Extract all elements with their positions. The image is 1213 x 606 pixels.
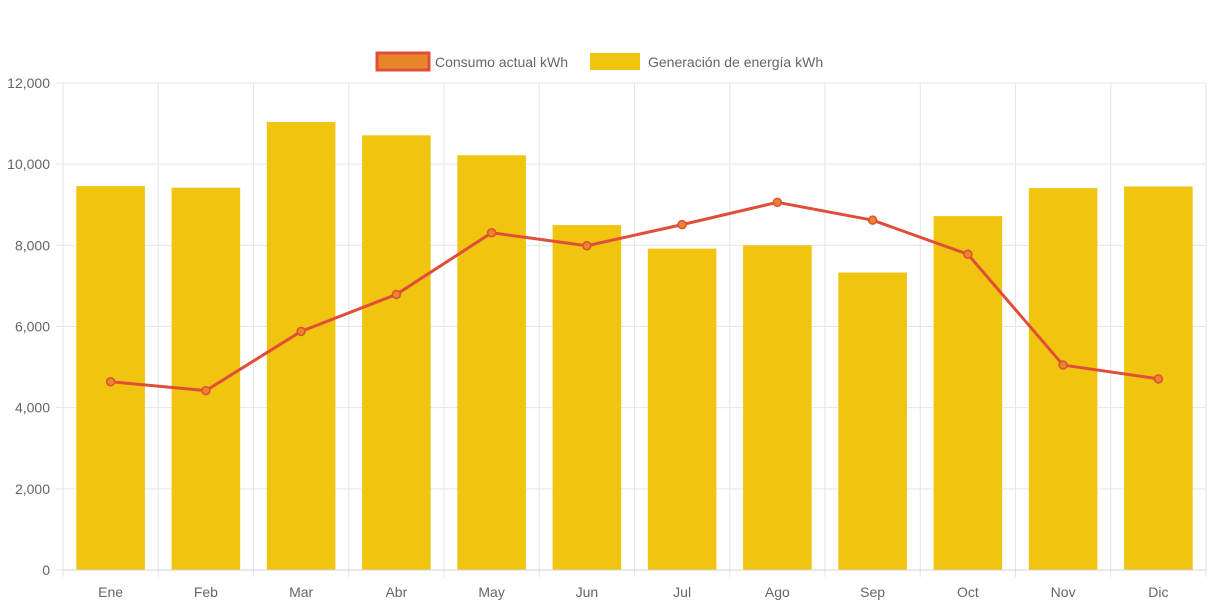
bar-generacion[interactable] bbox=[362, 135, 431, 571]
point-consumo[interactable] bbox=[867, 215, 878, 225]
point-consumo[interactable] bbox=[105, 376, 116, 387]
x-tick-label: Abr bbox=[385, 584, 407, 600]
point-consumo[interactable] bbox=[486, 228, 497, 238]
legend-label-generacion: Generación de energía kWh bbox=[648, 54, 823, 70]
bar-generacion[interactable] bbox=[457, 155, 526, 570]
bar-generacion[interactable] bbox=[647, 248, 717, 570]
point-consumo[interactable] bbox=[1058, 360, 1068, 370]
x-tick-label: Jun bbox=[576, 584, 599, 600]
bar-series bbox=[76, 121, 1193, 571]
legend-item-generacion[interactable]: Generación de energía kWh bbox=[590, 53, 823, 70]
y-tick-label: 2,000 bbox=[15, 481, 50, 497]
line-series bbox=[105, 197, 1164, 396]
x-tick-label: Nov bbox=[1051, 584, 1076, 600]
y-tick-label: 0 bbox=[42, 562, 50, 578]
x-tick-label: Dic bbox=[1148, 584, 1168, 600]
point-consumo[interactable] bbox=[677, 219, 687, 230]
x-tick-label: Ago bbox=[765, 584, 790, 600]
bar-generacion[interactable] bbox=[933, 216, 1003, 570]
point-consumo[interactable] bbox=[391, 289, 402, 300]
bar-generacion[interactable] bbox=[743, 245, 812, 571]
y-tick-label: 6,000 bbox=[15, 319, 50, 335]
x-tick-label: Sep bbox=[860, 584, 885, 600]
axes: 0 2,000 4,000 6,000 8,000 10,000 12,000 Ene Feb M… bbox=[7, 75, 1206, 600]
x-tick-label: Mar bbox=[289, 584, 313, 600]
x-tick-label: May bbox=[478, 584, 504, 600]
point-consumo[interactable] bbox=[1153, 374, 1164, 384]
y-tick-label: 10,000 bbox=[7, 156, 50, 172]
bar-generacion[interactable] bbox=[171, 187, 241, 570]
bar-generacion[interactable] bbox=[838, 272, 907, 570]
line-consumo bbox=[110, 200, 1159, 393]
point-consumo[interactable] bbox=[772, 197, 783, 208]
point-consumo[interactable] bbox=[201, 385, 211, 396]
x-tick-label: Feb bbox=[194, 584, 218, 600]
grid bbox=[56, 82, 1207, 577]
x-tick-label: Jul bbox=[673, 584, 691, 600]
y-tick-label: 8,000 bbox=[15, 237, 50, 253]
x-tick-label: Oct bbox=[957, 584, 979, 600]
legend-item-consumo[interactable]: Consumo actual kWh bbox=[375, 51, 568, 72]
y-tick-label: 12,000 bbox=[7, 75, 50, 91]
point-consumo[interactable] bbox=[582, 240, 592, 251]
y-tick-label: 4,000 bbox=[15, 400, 50, 416]
legend-swatch-consumo bbox=[375, 51, 431, 72]
legend-swatch-generacion bbox=[590, 53, 640, 70]
legend-label-consumo: Consumo actual kWh bbox=[435, 54, 568, 70]
bar-generacion[interactable] bbox=[1028, 188, 1098, 570]
point-consumo[interactable] bbox=[963, 249, 973, 260]
bar-generacion[interactable] bbox=[552, 225, 622, 570]
legend: Consumo actual kWh Generación de energía… bbox=[375, 51, 823, 72]
x-tick-label: Ene bbox=[98, 584, 123, 600]
point-consumo[interactable] bbox=[296, 326, 306, 337]
